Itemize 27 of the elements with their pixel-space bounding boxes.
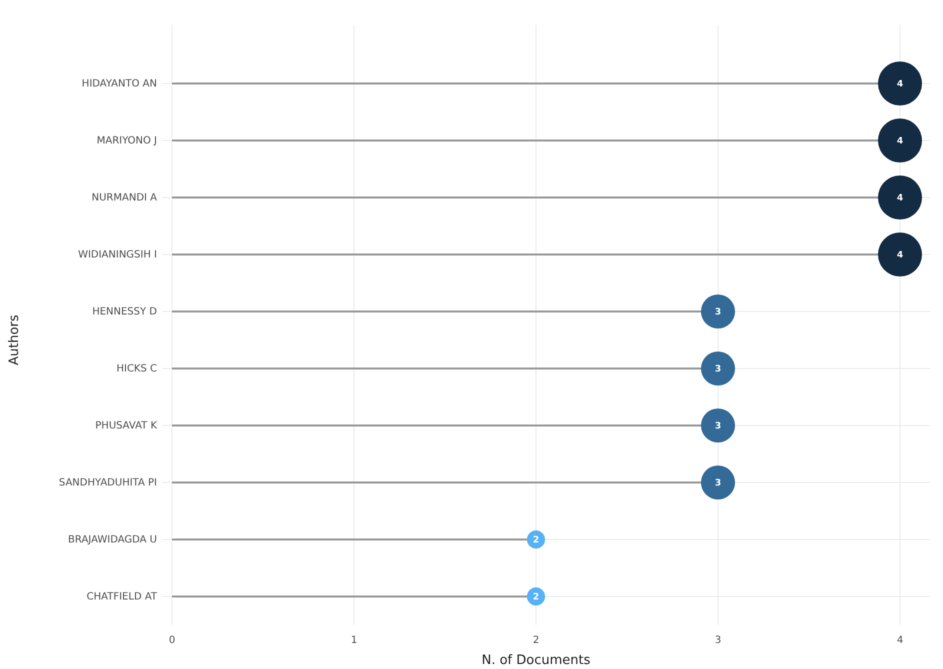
y-axis-title: Authors: [7, 314, 22, 366]
data-label: 2: [532, 536, 540, 546]
x-tick-label: 0: [168, 635, 176, 646]
y-tick-label: MARIYONO J: [96, 136, 157, 147]
y-tick-label: BRAJAWIDAGDA U: [68, 534, 157, 546]
y-tick-label: HENNESSY D: [92, 306, 158, 318]
data-label: 3: [714, 478, 722, 489]
data-label: 4: [896, 194, 904, 204]
x-tick-label: 4: [896, 635, 904, 646]
y-tick-label: HICKS C: [116, 364, 158, 375]
data-label: 3: [714, 422, 722, 432]
x-tick-label: 2: [532, 635, 540, 646]
y-tick-label: SANDHYADUHITA PI: [58, 478, 157, 489]
data-label: 2: [532, 592, 540, 603]
x-tick-label: 3: [714, 635, 722, 646]
y-tick-label: NURMANDI A: [92, 192, 158, 204]
data-label: 3: [714, 308, 722, 318]
x-tick-label: 1: [350, 635, 358, 646]
y-tick-label: PHUSAVAT K: [95, 420, 158, 432]
x-axis-title: N. of Documents: [482, 653, 591, 668]
y-tick-label: HIDAYANTO AN: [82, 78, 157, 90]
data-label: 4: [896, 250, 904, 261]
y-tick-label: WIDIANINGSIH I: [78, 250, 157, 261]
data-label: 4: [896, 80, 904, 90]
data-label: 3: [714, 364, 722, 375]
y-tick-label: CHATFIELD AT: [86, 592, 158, 603]
data-label: 4: [896, 136, 904, 147]
